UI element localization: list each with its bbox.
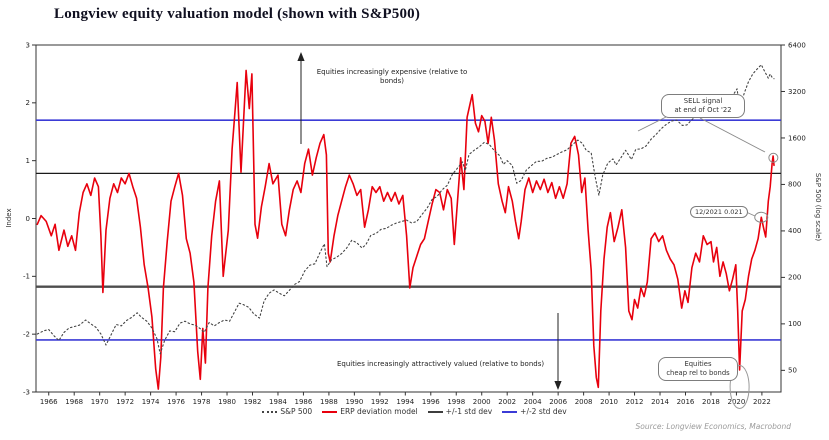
x-tick-label: 2002 bbox=[498, 398, 516, 406]
legend-item-erp-model: ERP deviation model bbox=[322, 407, 418, 416]
source-note: Source: Longview Economics, Macrobond bbox=[635, 422, 791, 431]
x-tick-label: 1994 bbox=[396, 398, 414, 406]
x-tick-label: 1972 bbox=[116, 398, 134, 406]
up-arrow-head-icon bbox=[297, 52, 305, 61]
std2-line-swatch-icon bbox=[502, 410, 518, 413]
x-tick-label: 1978 bbox=[193, 398, 211, 406]
legend-item-2-std-dev: +/-2 std dev bbox=[502, 407, 567, 416]
right-axis-title: S&P 500 (log scale) bbox=[814, 172, 822, 242]
right-tick-label: 200 bbox=[788, 274, 801, 282]
x-tick-label: 1976 bbox=[167, 398, 185, 406]
erp-line-swatch-icon bbox=[322, 410, 338, 413]
x-tick-label: 1986 bbox=[295, 398, 313, 406]
right-tick-label: 800 bbox=[788, 181, 801, 189]
right-tick-label: 50 bbox=[788, 367, 797, 375]
x-tick-label: 1984 bbox=[269, 398, 287, 406]
legend-label-sp500: S&P 500 bbox=[280, 407, 313, 416]
x-tick-label: 1998 bbox=[447, 398, 465, 406]
callout-dec-2021: 12/2021 0.021 bbox=[690, 206, 748, 219]
legend-item-sp500: S&P 500 bbox=[262, 407, 312, 416]
left-tick-label: -2 bbox=[23, 330, 30, 338]
right-tick-label: 100 bbox=[788, 320, 801, 328]
left-tick-label: -1 bbox=[23, 273, 30, 281]
x-tick-label: 2020 bbox=[728, 398, 746, 406]
x-tick-label: 1990 bbox=[345, 398, 363, 406]
x-tick-label: 2022 bbox=[753, 398, 771, 406]
left-tick-label: 1 bbox=[26, 157, 30, 165]
x-tick-label: 1970 bbox=[91, 398, 109, 406]
x-tick-label: 2000 bbox=[473, 398, 491, 406]
annotation-equities-expensive: Equities increasingly expensive (relativ… bbox=[316, 68, 468, 86]
dec-2021-ellipse bbox=[754, 211, 769, 223]
callout-sell-signal: SELL signal at end of Oct '22 bbox=[661, 94, 745, 118]
left-axis-title: Index bbox=[5, 208, 13, 228]
x-tick-label: 2012 bbox=[626, 398, 644, 406]
legend-item-1-std-dev: +/-1 std dev bbox=[427, 407, 493, 416]
legend: S&P 500 ERP deviation model +/-1 std dev… bbox=[0, 407, 829, 416]
left-tick-label: 0 bbox=[26, 215, 30, 223]
right-tick-label: 6400 bbox=[788, 41, 806, 49]
x-tick-label: 1988 bbox=[320, 398, 338, 406]
sell-point-circle bbox=[768, 152, 779, 163]
x-tick-label: 2008 bbox=[575, 398, 593, 406]
x-tick-label: 2010 bbox=[600, 398, 618, 406]
x-tick-label: 1968 bbox=[65, 398, 83, 406]
x-tick-label: 1996 bbox=[422, 398, 440, 406]
x-tick-label: 2014 bbox=[651, 398, 669, 406]
sp500-line-swatch-icon bbox=[262, 410, 278, 413]
legend-label-erp-model: ERP deviation model bbox=[340, 407, 418, 416]
x-tick-label: 1974 bbox=[142, 398, 160, 406]
x-tick-label: 1992 bbox=[371, 398, 389, 406]
chart-title: Longview equity valuation model (shown w… bbox=[54, 6, 421, 22]
annotation-equities-attractive: Equities increasingly attractively value… bbox=[337, 360, 545, 368]
x-tick-label: 1966 bbox=[40, 398, 58, 406]
series-erp-deviation-model bbox=[36, 69, 775, 390]
sell-leader-right bbox=[699, 117, 766, 153]
std1-line-swatch-icon bbox=[427, 410, 443, 413]
covid-trough-ellipse bbox=[729, 365, 750, 410]
left-tick-label: -3 bbox=[23, 388, 30, 396]
right-tick-label: 400 bbox=[788, 227, 801, 235]
legend-label-1-std-dev: +/-1 std dev bbox=[445, 407, 493, 416]
left-tick-label: 3 bbox=[26, 41, 30, 49]
x-tick-label: 2004 bbox=[524, 398, 542, 406]
right-tick-label: 3200 bbox=[788, 88, 806, 96]
right-tick-label: 1600 bbox=[788, 134, 806, 142]
down-arrow-head-icon bbox=[554, 381, 562, 390]
sell-leader-left bbox=[637, 115, 669, 132]
x-tick-label: 1980 bbox=[218, 398, 236, 406]
x-tick-label: 2016 bbox=[677, 398, 695, 406]
left-tick-label: 2 bbox=[26, 99, 30, 107]
x-tick-label: 2006 bbox=[549, 398, 567, 406]
callout-equities-cheap: Equities cheap rel to bonds bbox=[658, 357, 738, 381]
legend-label-2-std-dev: +/-2 std dev bbox=[520, 407, 567, 416]
x-tick-label: 2018 bbox=[702, 398, 720, 406]
x-tick-label: 1982 bbox=[244, 398, 262, 406]
series-sp500 bbox=[36, 64, 775, 355]
